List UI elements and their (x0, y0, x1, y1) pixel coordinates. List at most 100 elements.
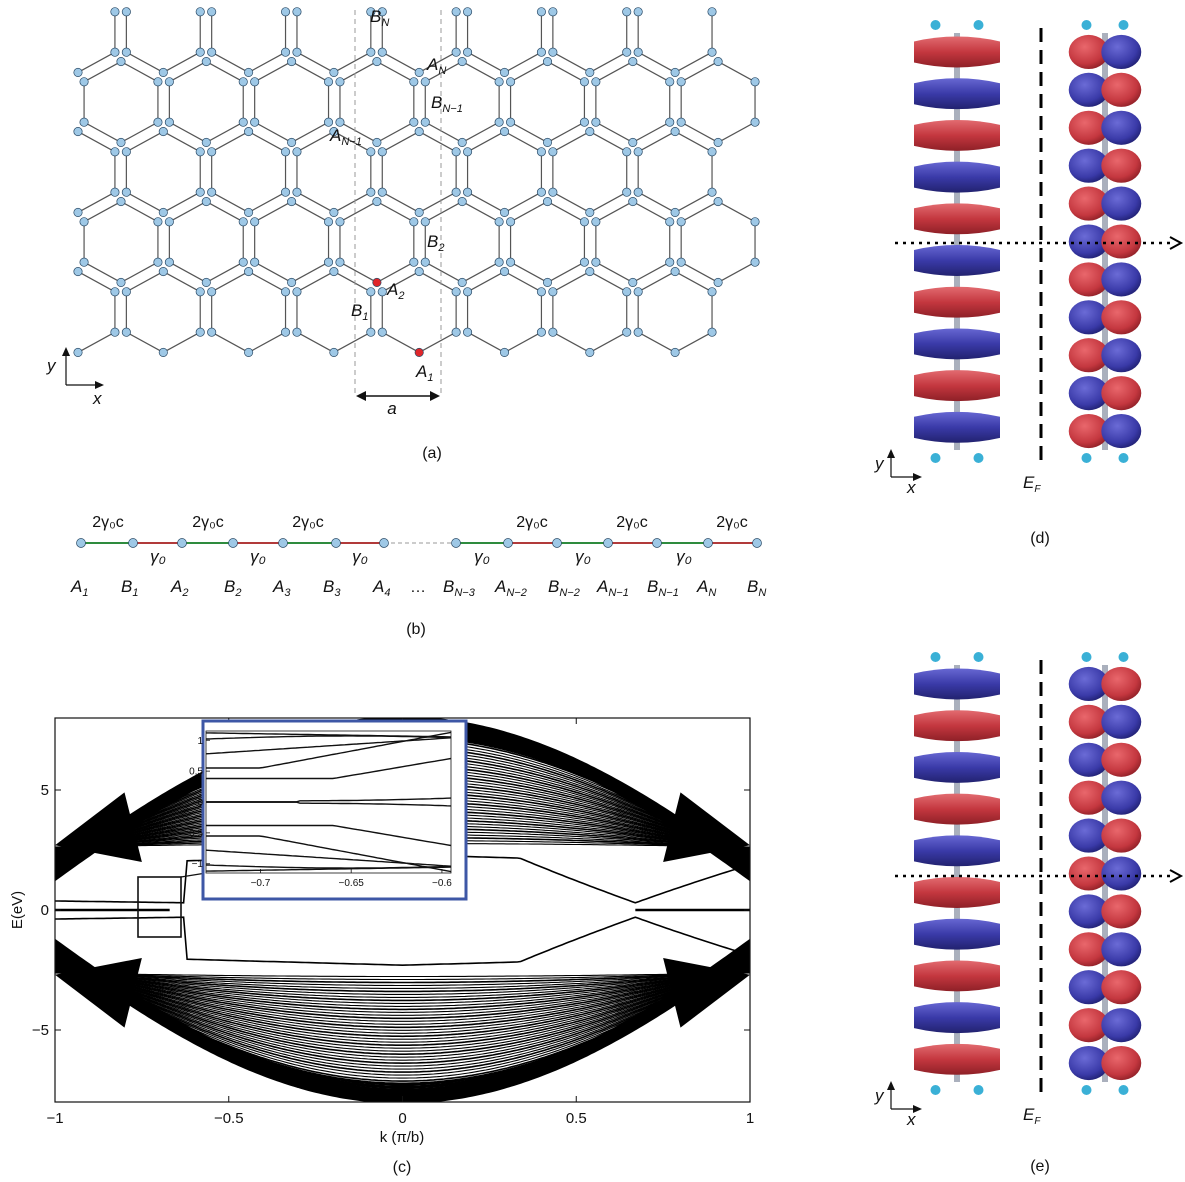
panel-label-c: (c) (393, 1159, 412, 1176)
bond (163, 271, 201, 293)
carbon-atom (158, 267, 168, 277)
carbon-atom (164, 217, 174, 227)
bond (169, 61, 207, 83)
carbon-atom (670, 267, 680, 277)
band-valence (55, 961, 750, 1040)
positive-lobe (1101, 72, 1142, 107)
band-valence (55, 957, 750, 1065)
inset-x-tick-label: −0.65 (339, 878, 365, 889)
bond (461, 121, 500, 143)
negative-lobe (1101, 110, 1142, 145)
carbon-atom (536, 187, 546, 197)
carbon-atom (713, 137, 723, 147)
carbon-atom (451, 7, 461, 17)
chain-site-label: B2 (224, 577, 241, 599)
carbon-atom (585, 207, 595, 217)
bond (589, 131, 628, 153)
x-tick-label: 0 (398, 1110, 406, 1127)
carbon-atom (335, 77, 345, 87)
carbon-atom (158, 127, 168, 137)
x-tick-label: 1 (746, 1110, 754, 1127)
carbon-atom (323, 117, 334, 127)
carbon-atom (280, 147, 291, 157)
chain-site-label: A1 (70, 577, 88, 599)
positive-lobe (1068, 780, 1109, 815)
carbon-atom (329, 127, 339, 137)
carbon-atom (280, 287, 291, 297)
carbon-atom (366, 147, 376, 157)
bond (637, 191, 676, 213)
carbon-atom (414, 267, 424, 277)
bond (504, 191, 542, 213)
bond (120, 61, 159, 83)
panel-a-lattice: a y x BN AN BN−1 AN−1 B2 A2 B1 A1 (a) (46, 7, 760, 462)
bond (674, 331, 713, 353)
carbon-atom (579, 117, 589, 127)
coupling-label: 2γ₀c (716, 514, 748, 531)
bond (589, 51, 628, 73)
carbon-atom (463, 147, 473, 157)
bond (461, 201, 500, 223)
positive-lobe (1101, 300, 1142, 335)
chain-atom (76, 538, 86, 548)
carbon-atom (110, 327, 120, 337)
bond (461, 261, 500, 283)
carbon-atom (121, 287, 131, 297)
positive-lobe (1068, 338, 1109, 373)
carbon-atom (750, 77, 760, 87)
carbon-atom (548, 147, 558, 157)
positive-lobe (1068, 704, 1109, 739)
inset-band-upper (206, 757, 451, 780)
band-valence (55, 959, 750, 1055)
bond (595, 201, 634, 223)
coupling-label: 2γ₀c (516, 514, 548, 531)
negative-lobe (1101, 780, 1142, 815)
carbon-atom (73, 347, 83, 357)
bond (120, 201, 159, 223)
carbon-atom (158, 347, 168, 357)
band-valence (55, 963, 750, 1029)
carbon-atom (628, 57, 638, 67)
carbon-atom (591, 257, 601, 267)
carbon-atom (244, 347, 254, 357)
bond (163, 131, 201, 153)
hydrogen-atom (930, 1085, 941, 1095)
bond (552, 131, 591, 153)
bond (467, 131, 505, 153)
chain-atom (278, 538, 288, 548)
positive-lobe (1101, 666, 1142, 702)
bond (510, 261, 548, 283)
carbon-atom (73, 267, 83, 277)
band-valence (55, 957, 750, 1067)
chain-atom (128, 538, 138, 548)
bond (83, 61, 122, 83)
inset-plot: −0.7 −0.65 −0.6 1 0.5 0 −0.5 −1 (183, 719, 468, 901)
carbon-atom (116, 137, 126, 147)
chain-site-label: AN−2 (494, 577, 527, 599)
axis-ticks: −1 −0.5 0 0.5 1 5 0 −5 (32, 718, 754, 1127)
carbon-atom (633, 327, 643, 337)
carbon-atom (287, 57, 297, 67)
x-tick-label: −1 (46, 1110, 63, 1127)
carbon-atom (536, 47, 546, 57)
bond (467, 331, 505, 353)
bond (248, 131, 286, 153)
carbon-atom (207, 287, 217, 297)
negative-lobe (1101, 338, 1142, 373)
bond (547, 121, 585, 143)
bond (467, 51, 505, 73)
carbon-atom (372, 137, 382, 147)
carbon-atom (665, 217, 675, 227)
bond (77, 271, 116, 293)
negative-lobe (1068, 72, 1109, 107)
bond (504, 271, 542, 293)
bond (120, 121, 159, 143)
band-valence (55, 950, 750, 1102)
carbon-atom (195, 147, 205, 157)
carbon-atom (713, 197, 723, 207)
bond (467, 191, 505, 213)
chain-atom (177, 538, 187, 548)
carbon-atom (591, 77, 601, 87)
positive-lobe (1101, 894, 1142, 929)
carbon-atom (628, 277, 638, 287)
